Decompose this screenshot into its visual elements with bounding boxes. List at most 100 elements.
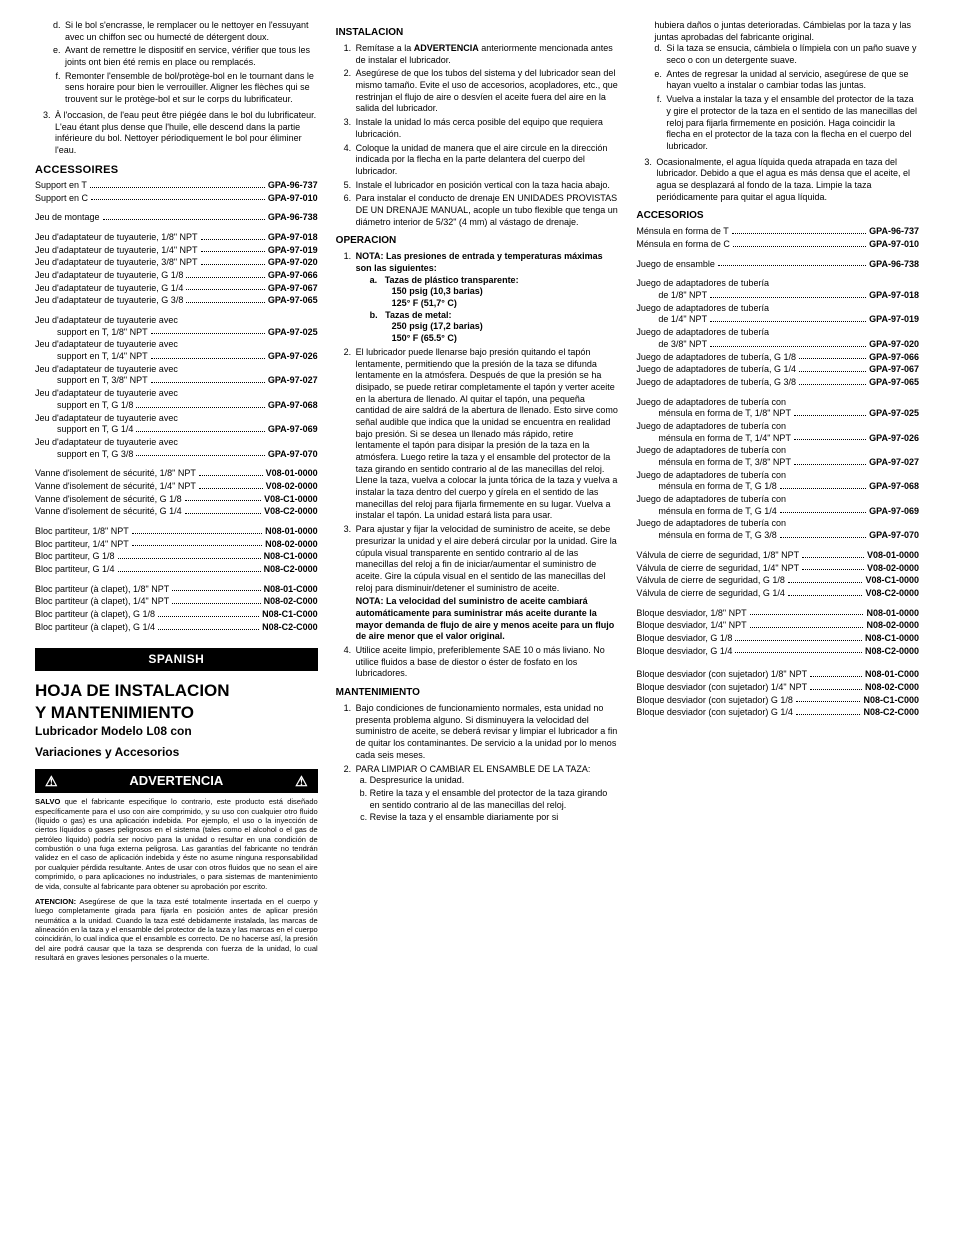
part-label: Bloc partiteur, G 1/4 bbox=[35, 564, 115, 576]
part-row: Vanne d'isolement de sécurité, G 1/4V08-… bbox=[35, 506, 318, 518]
part-label: Válvula de cierre de seguridad, 1/8" NPT bbox=[636, 550, 799, 562]
part-code: GPA-97-027 bbox=[268, 375, 318, 387]
part-label: ménsula en forma de T, 3/8" NPT bbox=[658, 457, 791, 469]
part-row: de 3/8" NPTGPA-97-020 bbox=[636, 339, 919, 351]
part-label: Bloque desviador (con sujetador) 1/8" NP… bbox=[636, 669, 807, 681]
part-label: Bloc partiteur (à clapet), G 1/4 bbox=[35, 622, 155, 634]
part-code: GPA-97-019 bbox=[869, 314, 919, 326]
part-label: Jeu d'adaptateur de tuyauterie, 3/8" NPT bbox=[35, 257, 198, 269]
list-item: Coloque la unidad de manera que el aire … bbox=[354, 143, 619, 178]
part-row-wrap: Jeu d'adaptateur de tuyauterie avecsuppo… bbox=[35, 437, 318, 460]
part-row-wrap: Juego de adaptadores de tubería conménsu… bbox=[636, 445, 919, 468]
part-row: de 1/8" NPTGPA-97-018 bbox=[636, 290, 919, 302]
dot-leader bbox=[158, 629, 259, 630]
part-label: Juego de adaptadores de tubería con bbox=[636, 470, 919, 482]
part-label: Bloque desviador (con sujetador) G 1/4 bbox=[636, 707, 793, 719]
part-label: Bloc partiteur (à clapet), 1/8" NPT bbox=[35, 584, 169, 596]
dot-leader bbox=[172, 590, 260, 591]
part-label: Bloque desviador (con sujetador) 1/4" NP… bbox=[636, 682, 807, 694]
instalacion-list: Remítase a la ADVERTENCIA anteriormente … bbox=[336, 43, 619, 228]
part-row: Bloc partiteur, G 1/4 N08-C2-0000 bbox=[35, 564, 318, 576]
part-row: Bloque desviador, 1/4" NPTN08-02-0000 bbox=[636, 620, 919, 632]
part-label: Jeu d'adaptateur de tuyauterie, 1/8" NPT bbox=[35, 232, 198, 244]
part-label: Jeu d'adaptateur de tuyauterie avec bbox=[35, 315, 318, 327]
part-code: GPA-97-065 bbox=[268, 295, 318, 307]
part-code: V08-01-0000 bbox=[867, 550, 919, 562]
dot-leader bbox=[710, 346, 866, 347]
part-row-wrap: Juego de adaptadores de tuberíade 1/8" N… bbox=[636, 278, 919, 301]
part-label: Jeu d'adaptateur de tuyauterie, G 1/8 bbox=[35, 270, 183, 282]
list-item: Si le bol s'encrasse, le remplacer ou le… bbox=[63, 20, 318, 43]
part-label: Bloque desviador, 1/8" NPT bbox=[636, 608, 746, 620]
part-label: Jeu d'adaptateur de tuyauterie avec bbox=[35, 388, 318, 400]
part-code: GPA-97-070 bbox=[268, 449, 318, 461]
part-code: GPA-97-010 bbox=[268, 193, 318, 205]
part-code: N08-02-0000 bbox=[265, 539, 318, 551]
main-title-1: HOJA DE INSTALACION bbox=[35, 681, 318, 701]
dot-leader bbox=[735, 652, 862, 653]
part-code: GPA-97-026 bbox=[869, 433, 919, 445]
part-label: Vanne d'isolement de sécurité, G 1/4 bbox=[35, 506, 182, 518]
part-code: N08-C1-C000 bbox=[863, 695, 919, 707]
sub-title-1: Lubricador Modelo L08 con bbox=[35, 724, 318, 738]
part-code: N08-C2-0000 bbox=[264, 564, 318, 576]
part-label: Vanne d'isolement de sécurité, 1/4" NPT bbox=[35, 481, 196, 493]
mantenimiento-heading: MANTENIMIENTO bbox=[336, 686, 619, 699]
part-label: support en T, G 1/4 bbox=[57, 424, 133, 436]
spec-line: 150° F (65.5° C) bbox=[370, 333, 619, 345]
part-code: V08-C1-0000 bbox=[264, 494, 318, 506]
part-label: Juego de ensamble bbox=[636, 259, 715, 271]
part-label: Juego de adaptadores de tubería, G 1/8 bbox=[636, 352, 796, 364]
list-item: Ocasionalmente, el agua líquida queda at… bbox=[654, 157, 919, 204]
mantenimiento-list: Bajo condiciones de funcionamiento norma… bbox=[336, 703, 619, 824]
dot-leader bbox=[735, 640, 862, 641]
part-row-wrap: Jeu d'adaptateur de tuyauterie avecsuppo… bbox=[35, 339, 318, 362]
part-row: support en T, G 3/8GPA-97-070 bbox=[35, 449, 318, 461]
part-row: Jeu d'adaptateur de tuyauterie, G 1/4GPA… bbox=[35, 283, 318, 295]
part-row: Juego de adaptadores de tubería, G 3/8 GP… bbox=[636, 377, 919, 389]
dot-leader bbox=[718, 265, 866, 266]
part-row: Jeu de montageGPA-96-738 bbox=[35, 212, 318, 224]
part-label: Bloque desviador, 1/4" NPT bbox=[636, 620, 746, 632]
list-item: PARA LIMPIAR O CAMBIAR EL ENSAMBLE DE LA… bbox=[354, 764, 619, 824]
list-item: Instale la unidad lo más cerca posible d… bbox=[354, 117, 619, 140]
part-code: GPA-97-066 bbox=[268, 270, 318, 282]
part-code: GPA-97-068 bbox=[268, 400, 318, 412]
spec-line: 125° F (51,7° C) bbox=[370, 298, 619, 310]
dot-leader bbox=[185, 500, 261, 501]
part-row: Bloc partiteur, 1/8" NPTN08-01-0000 bbox=[35, 526, 318, 538]
part-label: Juego de adaptadores de tubería con bbox=[636, 494, 919, 506]
part-label: Juego de adaptadores de tubería, G 3/8 bbox=[636, 377, 796, 389]
part-label: ménsula en forma de T, G 3/8 bbox=[658, 530, 776, 542]
dot-leader bbox=[794, 439, 866, 440]
spec-a: a. Tazas de plástico transparente: bbox=[370, 275, 619, 287]
part-row: Bloque desviador (con sujetador) G 1/4 N0… bbox=[636, 707, 919, 719]
part-row: Jeu d'adaptateur de tuyauterie, G 3/8 GPA… bbox=[35, 295, 318, 307]
part-row: Ménsula en forma de CGPA-97-010 bbox=[636, 239, 919, 251]
part-code: GPA-97-065 bbox=[869, 377, 919, 389]
part-code: GPA-97-018 bbox=[869, 290, 919, 302]
dot-leader bbox=[201, 264, 265, 265]
part-code: GPA-97-025 bbox=[869, 408, 919, 420]
dot-leader bbox=[132, 545, 262, 546]
part-label: Jeu d'adaptateur de tuyauterie, G 3/8 bbox=[35, 295, 183, 307]
list-item: Antes de regresar la unidad al servicio,… bbox=[664, 69, 919, 92]
part-row: support en T, 3/8" NPTGPA-97-027 bbox=[35, 375, 318, 387]
part-row-wrap: Jeu d'adaptateur de tuyauterie avecsuppo… bbox=[35, 413, 318, 436]
sub-list: Despresurice la unidad. Retire la taza y… bbox=[356, 775, 619, 824]
dot-leader bbox=[172, 603, 260, 604]
dot-leader bbox=[90, 187, 265, 188]
part-row: Juego de adaptadores de tubería, G 1/4GP… bbox=[636, 364, 919, 376]
sub-title-2: Variaciones y Accesorios bbox=[35, 745, 318, 759]
dot-leader bbox=[788, 595, 863, 596]
dot-leader bbox=[750, 627, 864, 628]
dot-leader bbox=[151, 333, 265, 334]
column-1: Si le bol s'encrasse, le remplacer ou le… bbox=[35, 20, 318, 969]
part-code: N08-C1-C000 bbox=[262, 609, 318, 621]
part-code: GPA-97-027 bbox=[869, 457, 919, 469]
part-code: N08-C2-C000 bbox=[863, 707, 919, 719]
cont-text: hubiera daños o juntas deterioradas. Cám… bbox=[636, 20, 919, 43]
part-label: support en T, G 1/8 bbox=[57, 400, 133, 412]
cont-list: Si la taza se ensucia, cámbiela o límpie… bbox=[636, 43, 919, 152]
dot-leader bbox=[136, 455, 264, 456]
